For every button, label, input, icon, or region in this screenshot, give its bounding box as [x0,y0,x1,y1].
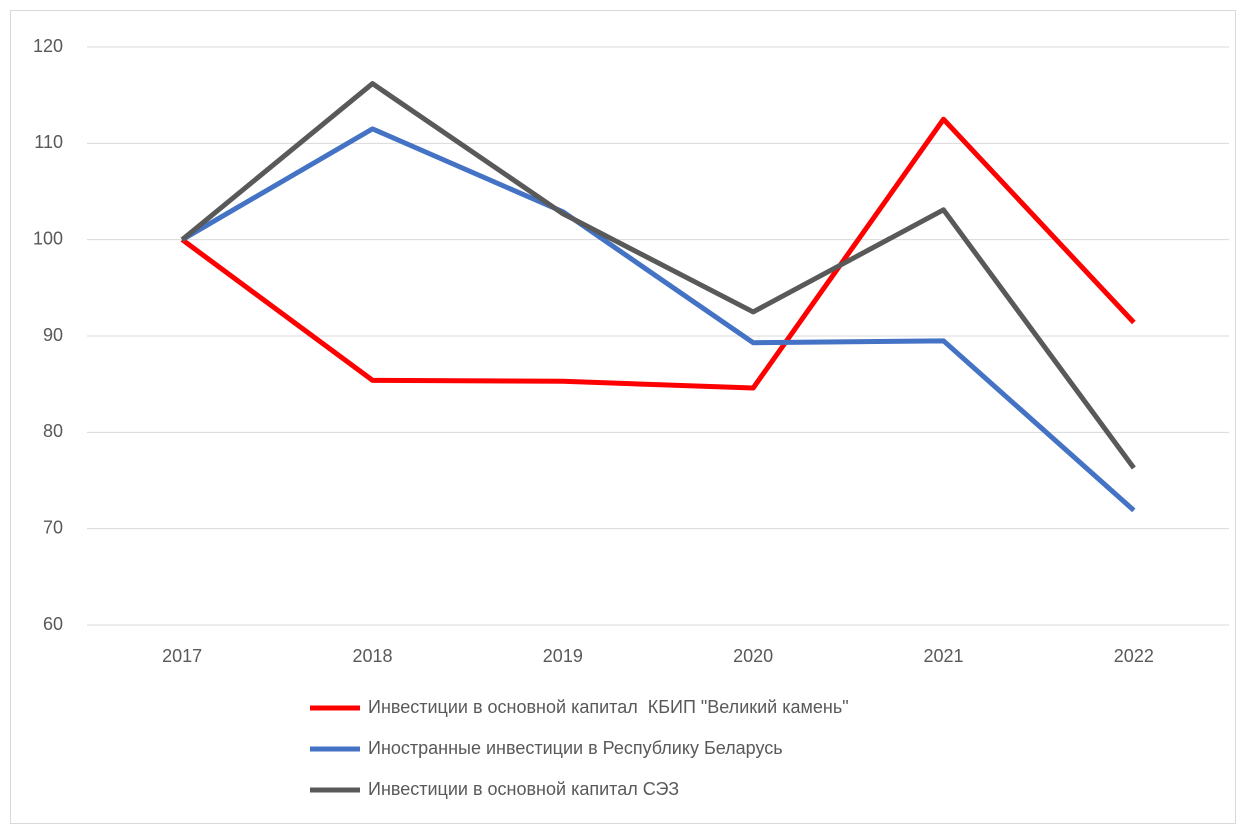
y-tick-label: 110 [34,132,63,152]
y-tick-label: 120 [33,36,63,56]
x-tick-label: 2021 [923,646,963,666]
x-tick-label: 2019 [543,646,583,666]
y-tick-label: 100 [33,228,63,248]
y-tick-label: 60 [43,614,63,634]
legend-label: Инвестиции в основной капитал КБИП "Вели… [368,697,849,717]
x-tick-label: 2022 [1114,646,1154,666]
y-tick-label: 80 [43,421,63,441]
legend-label: Иностранные инвестиции в Республику Бела… [368,738,783,758]
x-tick-label: 2020 [733,646,773,666]
y-tick-label: 70 [43,517,63,537]
series-line [180,81,1136,470]
legend-label: Инвестиции в основной капитал СЭЗ [368,779,679,799]
series-line [180,116,1136,391]
x-tick-label: 2017 [162,646,202,666]
series-line [180,126,1136,513]
y-tick-label: 90 [43,325,63,345]
x-tick-label: 2018 [352,646,392,666]
